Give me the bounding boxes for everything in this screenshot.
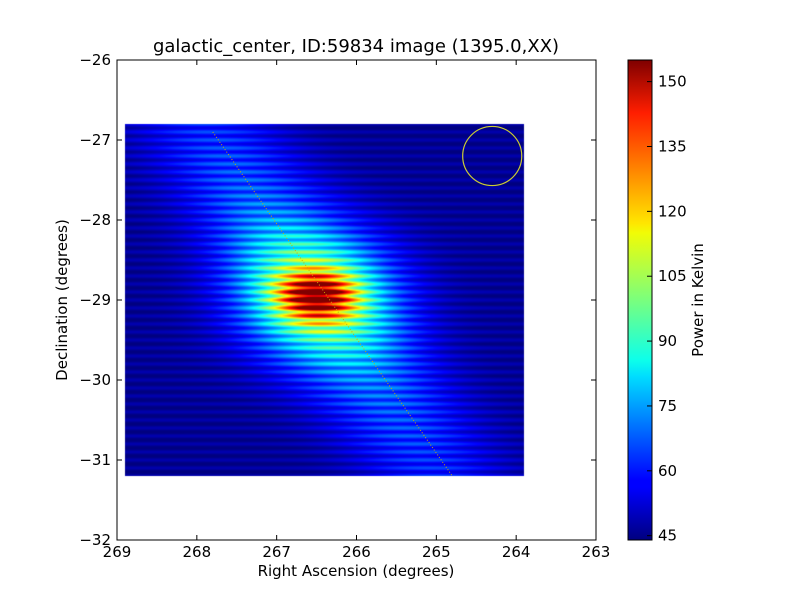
x-tick-label: 269: [103, 543, 132, 561]
y-tick-label: −30: [79, 371, 111, 389]
colorbar-tick-label: 105: [658, 267, 687, 285]
x-axis-label: Right Ascension (degrees): [258, 562, 455, 580]
chart-title: galactic_center, ID:59834 image (1395.0,…: [153, 36, 559, 57]
colorbar-tick-label: 120: [658, 202, 687, 220]
colorbar: [627, 59, 653, 541]
x-tick-label: 264: [502, 543, 531, 561]
x-tick-label: 265: [422, 543, 451, 561]
galactic-plane-line: [212, 131, 453, 477]
y-tick-label: −31: [79, 451, 111, 469]
colorbar-tick-label: 45: [658, 527, 677, 545]
y-tick-label: −32: [79, 531, 111, 549]
y-tick-label: −29: [79, 291, 111, 309]
x-tick-label: 263: [582, 543, 611, 561]
colorbar-tick-label: 75: [658, 397, 677, 415]
x-tick-label: 266: [342, 543, 371, 561]
y-axis-label: Declination (degrees): [53, 219, 71, 381]
colorbar-tick-label: 135: [658, 137, 687, 155]
colorbar-tick-label: 90: [658, 332, 677, 350]
colorbar-label: Power in Kelvin: [689, 243, 707, 357]
x-tick-label: 267: [262, 543, 291, 561]
y-tick-label: −26: [79, 51, 111, 69]
heatmap-image: [117, 60, 596, 540]
colorbar-tick-label: 60: [658, 462, 677, 480]
y-tick-label: −28: [79, 211, 111, 229]
beam-circle: [462, 125, 523, 187]
y-tick-label: −27: [79, 131, 111, 149]
colorbar-tick-label: 150: [658, 73, 687, 91]
x-tick-label: 268: [183, 543, 212, 561]
